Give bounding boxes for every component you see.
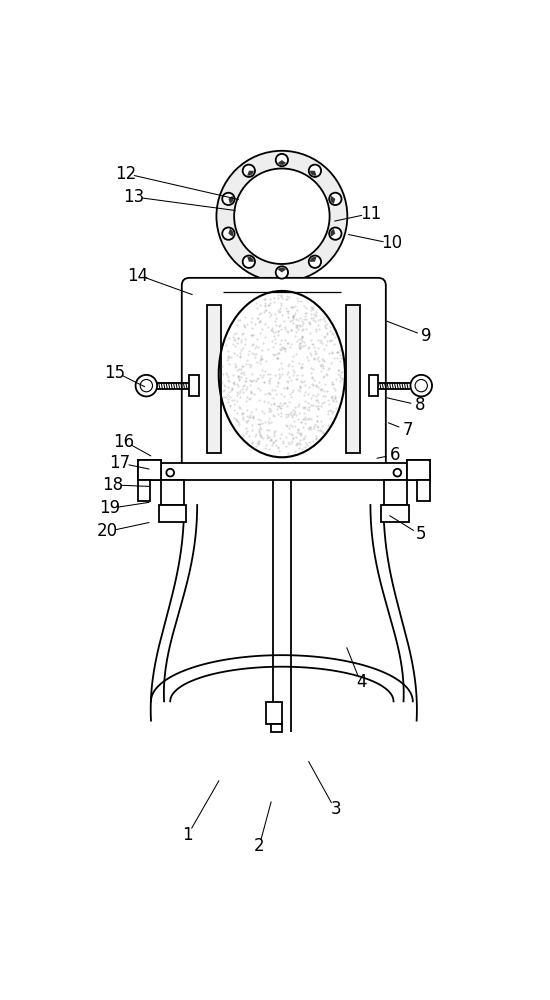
FancyBboxPatch shape <box>182 278 386 470</box>
Circle shape <box>276 154 288 166</box>
Circle shape <box>222 193 235 205</box>
Circle shape <box>217 151 348 282</box>
Bar <box>161 463 406 480</box>
Circle shape <box>167 469 174 477</box>
Circle shape <box>234 169 329 264</box>
Text: 1: 1 <box>182 826 192 844</box>
Wedge shape <box>278 160 286 165</box>
Bar <box>138 460 161 480</box>
Bar <box>267 702 282 724</box>
Circle shape <box>243 256 255 268</box>
Text: 13: 13 <box>123 188 144 206</box>
Text: 19: 19 <box>100 499 121 517</box>
Wedge shape <box>228 229 233 237</box>
Text: 16: 16 <box>113 433 135 451</box>
Text: 5: 5 <box>416 525 426 543</box>
Bar <box>417 480 430 501</box>
Text: 4: 4 <box>356 673 366 691</box>
Text: 17: 17 <box>109 454 131 472</box>
Text: 7: 7 <box>402 421 412 439</box>
Bar <box>207 305 221 453</box>
Bar <box>161 480 184 505</box>
Bar <box>383 480 406 505</box>
Text: 8: 8 <box>415 396 425 414</box>
Bar <box>271 724 282 732</box>
Circle shape <box>309 165 321 177</box>
Bar <box>189 375 199 396</box>
Wedge shape <box>278 268 286 272</box>
Circle shape <box>329 227 342 240</box>
Text: 3: 3 <box>331 800 341 818</box>
Text: 2: 2 <box>254 837 264 855</box>
Ellipse shape <box>136 375 157 396</box>
Bar <box>138 460 161 480</box>
Text: 18: 18 <box>102 476 123 494</box>
Text: 12: 12 <box>115 165 136 183</box>
Text: 20: 20 <box>96 522 118 540</box>
Circle shape <box>276 266 288 279</box>
Circle shape <box>329 193 342 205</box>
Circle shape <box>309 256 321 268</box>
Circle shape <box>243 165 255 177</box>
Wedge shape <box>331 229 336 237</box>
Text: 9: 9 <box>421 327 431 345</box>
Wedge shape <box>310 257 316 262</box>
Bar <box>406 460 430 480</box>
Bar <box>346 305 360 453</box>
Wedge shape <box>248 171 254 176</box>
Wedge shape <box>248 257 254 262</box>
Text: 15: 15 <box>104 364 125 382</box>
Bar <box>159 505 186 522</box>
Wedge shape <box>228 196 233 204</box>
Text: 11: 11 <box>360 205 381 223</box>
Ellipse shape <box>410 375 432 396</box>
Text: 10: 10 <box>381 234 403 252</box>
Wedge shape <box>310 171 316 176</box>
Bar <box>381 505 409 522</box>
Bar <box>138 480 150 501</box>
Circle shape <box>393 469 402 477</box>
Bar <box>369 375 378 396</box>
Text: 14: 14 <box>127 267 148 285</box>
Text: 6: 6 <box>390 446 400 464</box>
Bar <box>406 460 430 480</box>
Circle shape <box>222 227 235 240</box>
Wedge shape <box>331 196 336 204</box>
